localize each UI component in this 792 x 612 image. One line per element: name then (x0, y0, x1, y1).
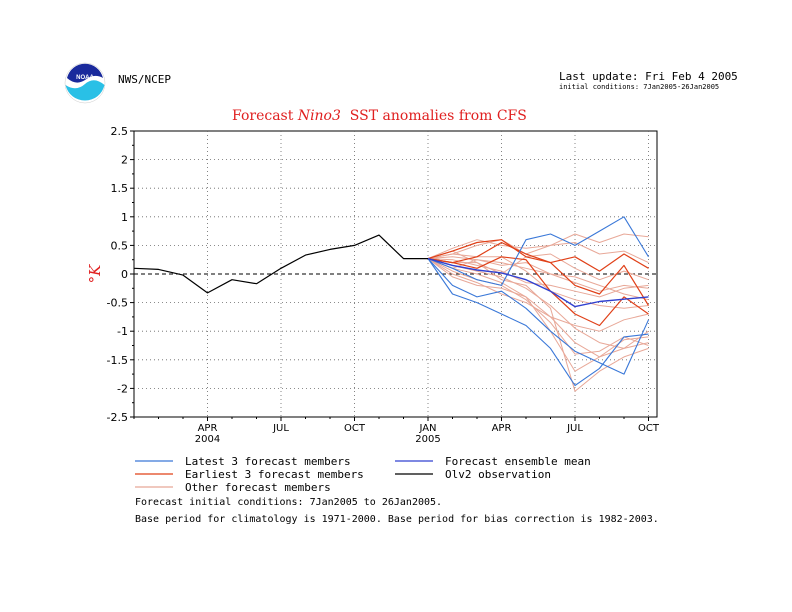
y-tick-label: 2.5 (111, 125, 129, 138)
y-tick-label: -0.5 (107, 297, 128, 310)
y-axis-label: °K (86, 264, 104, 284)
x-tick-label: OCT (344, 423, 366, 434)
legend-label: Forecast ensemble mean (445, 455, 591, 468)
other-member-line (427, 258, 649, 301)
chart-title: Forecast Nino3 SST anomalies from CFS (232, 108, 527, 124)
other-member-line (427, 239, 649, 264)
legend-label: Earliest 3 forecast members (185, 468, 364, 481)
y-tick-label: 1 (121, 211, 128, 224)
chart-title-part1: Forecast (232, 108, 298, 124)
legend-label: Olv2 observation (445, 468, 551, 481)
observation-line (133, 234, 428, 294)
noaa-logo: NOAA (64, 62, 106, 104)
latest-member-line (427, 258, 649, 387)
other-member-line (427, 258, 649, 332)
x-tick-label: APR (492, 423, 512, 434)
legend-label: Other forecast members (185, 481, 331, 494)
latest-member-line (427, 216, 649, 286)
y-tick-label: 0 (121, 268, 128, 281)
other-member-line (427, 258, 649, 358)
footer-note-climatology: Base period for climatology is 1971-2000… (135, 514, 659, 525)
legend-label: Latest 3 forecast members (185, 455, 351, 468)
x-tick-label: JUL (566, 423, 583, 434)
footer-note-initial: Forecast initial conditions: 7Jan2005 to… (135, 497, 443, 508)
y-tick-label: -2 (117, 382, 128, 395)
y-tick-label: -1.5 (107, 354, 128, 367)
other-member-line (427, 253, 649, 309)
initial-conditions-label: initial conditions: 7Jan2005-26Jan2005 (559, 83, 720, 91)
y-tick-label: 0.5 (111, 239, 129, 252)
y-tick-label: 2 (121, 154, 128, 167)
y-tick-label: -1 (117, 325, 128, 338)
latest-member-line (427, 258, 650, 375)
x-tick-label: JUL (272, 423, 289, 434)
chart-title-region: Nino3 (297, 108, 341, 124)
other-member-line (427, 258, 649, 392)
other-member-line (427, 258, 649, 298)
chart-title-part2: SST anomalies from CFS (340, 108, 527, 124)
org-label: NWS/NCEP (118, 73, 171, 86)
x-tick-label: APR (198, 423, 218, 434)
x-tick-year-label: 2005 (415, 434, 440, 445)
last-update-label: Last update: Fri Feb 4 2005 (559, 70, 738, 83)
y-tick-label: -2.5 (107, 411, 128, 424)
earliest-member-line (427, 256, 649, 327)
earliest-member-line (427, 241, 650, 306)
x-tick-label: OCT (638, 423, 660, 434)
other-member-line (427, 258, 649, 355)
other-member-line (427, 256, 649, 292)
x-tick-year-label: 2004 (195, 434, 220, 445)
x-tick-label: JAN (418, 423, 436, 434)
ensemble-mean-line (427, 257, 649, 308)
logo-text: NOAA (76, 75, 94, 81)
other-member-line (427, 233, 649, 260)
other-member-line (427, 250, 649, 281)
earliest-member-line (427, 239, 649, 272)
y-tick-label: 1.5 (111, 182, 129, 195)
